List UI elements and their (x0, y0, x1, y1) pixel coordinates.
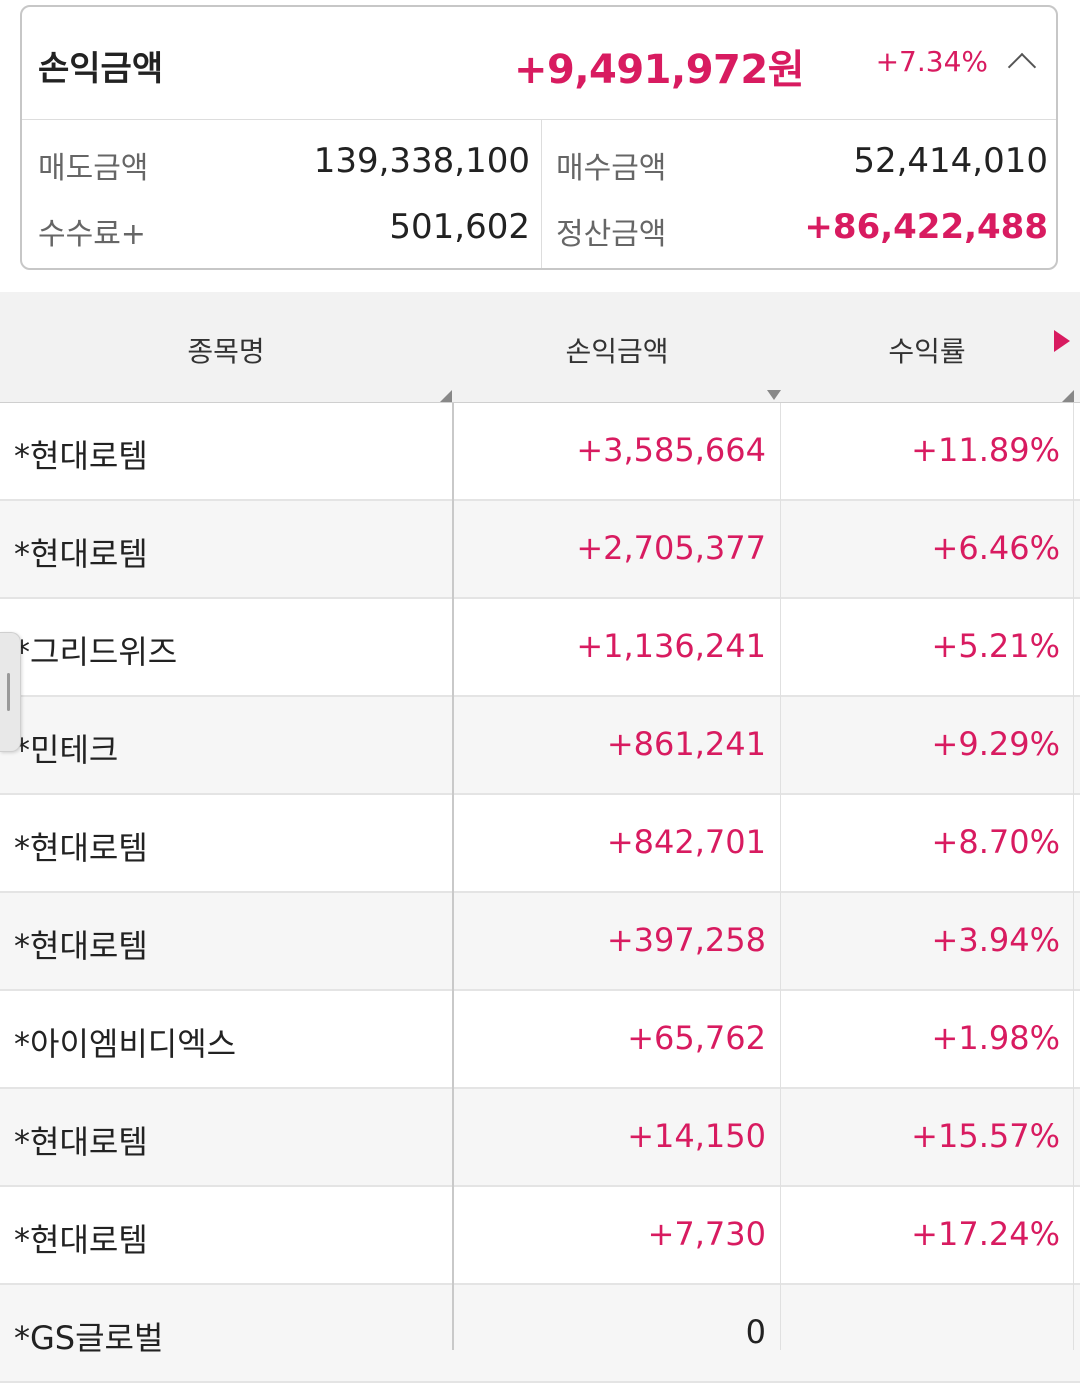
stock-name: *현대로템 (14, 927, 148, 965)
side-drawer-handle[interactable] (0, 632, 21, 752)
triangle-right-icon[interactable] (1054, 330, 1070, 352)
summary-divider (541, 119, 542, 268)
buy-amount-label: 매수금액 (556, 151, 667, 186)
profit-amount-cell: +3,585,664 (576, 431, 766, 469)
stock-name: *그리드위즈 (14, 633, 178, 671)
table-row[interactable]: *현대로템 +2,705,377 +6.46% (0, 501, 1080, 599)
fee-label: 수수료+ (38, 217, 146, 252)
column-divider (780, 403, 781, 1350)
profit-label: 손익금액 (38, 49, 164, 89)
header-profit-amount[interactable]: 손익금액 (565, 335, 669, 368)
profit-summary-card: 손익금액 +9,491,972원 +7.34% 매도금액 139,338,100… (20, 5, 1058, 270)
stock-name: *현대로템 (14, 1221, 148, 1259)
stock-name: *민테크 (14, 731, 119, 769)
return-rate-cell: +3.94% (931, 921, 1060, 959)
sell-amount-value: 139,338,100 (313, 141, 530, 181)
table-row[interactable]: *그리드위즈 +1,136,241 +5.21% (0, 599, 1080, 697)
sell-amount-label: 매도금액 (38, 151, 149, 186)
sort-down-icon[interactable] (767, 390, 781, 400)
return-rate-cell: +15.57% (911, 1117, 1060, 1155)
table-row[interactable]: *민테크 +861,241 +9.29% (0, 697, 1080, 795)
fee-value: 501,602 (389, 207, 530, 247)
table-row[interactable]: *현대로템 +14,150 +15.57% (0, 1089, 1080, 1187)
return-rate-cell: +1.98% (931, 1019, 1060, 1057)
return-rate-cell: +8.70% (931, 823, 1060, 861)
summary-details: 매도금액 139,338,100 매수금액 52,414,010 수수료+ 50… (22, 119, 1056, 268)
stock-name: *GS글로벌 (14, 1319, 164, 1357)
stock-list: *현대로템 +3,585,664 +11.89% *현대로템 +2,705,37… (0, 403, 1080, 1383)
profit-amount-cell: +861,241 (606, 725, 766, 763)
profit-amount: +9,491,972원 (513, 47, 805, 93)
profit-amount-cell: +1,136,241 (576, 627, 766, 665)
return-rate-cell: +11.89% (911, 431, 1060, 469)
table-row[interactable]: *현대로템 +397,258 +3.94% (0, 893, 1080, 991)
profit-amount-cell: +14,150 (627, 1117, 766, 1155)
return-rate-cell: +6.46% (931, 529, 1060, 567)
profit-amount-cell: +2,705,377 (576, 529, 766, 567)
column-divider[interactable] (452, 403, 454, 1350)
profit-amount-cell: 0 (745, 1313, 766, 1351)
column-divider (1073, 403, 1074, 1350)
header-stock-name[interactable]: 종목명 (187, 335, 265, 368)
table-row[interactable]: *아이엠비디엑스 +65,762 +1.98% (0, 991, 1080, 1089)
profit-amount-cell: +842,701 (606, 823, 766, 861)
table-row[interactable]: *GS글로벌 0 (0, 1285, 1080, 1383)
stock-name: *현대로템 (14, 535, 148, 573)
profit-rate: +7.34% (875, 45, 988, 78)
chevron-up-icon[interactable] (1007, 52, 1037, 82)
drag-handle-icon (7, 673, 10, 711)
table-row[interactable]: *현대로템 +3,585,664 +11.89% (0, 403, 1080, 501)
profit-amount-cell: +7,730 (647, 1215, 766, 1253)
return-rate-cell: +5.21% (931, 627, 1060, 665)
settlement-value: +86,422,488 (804, 207, 1048, 247)
return-rate-cell: +9.29% (931, 725, 1060, 763)
settlement-label: 정산금액 (556, 217, 667, 252)
table-header: 종목명 손익금액 수익률 (0, 292, 1080, 403)
profit-amount-cell: +397,258 (606, 921, 766, 959)
sort-corner-icon (440, 390, 452, 402)
stock-name: *현대로템 (14, 437, 148, 475)
return-rate-cell: +17.24% (911, 1215, 1060, 1253)
stock-name: *아이엠비디엑스 (14, 1025, 237, 1063)
sort-corner-icon (1062, 390, 1074, 402)
header-return-rate[interactable]: 수익률 (888, 335, 966, 368)
table-row[interactable]: *현대로템 +842,701 +8.70% (0, 795, 1080, 893)
stock-name: *현대로템 (14, 1123, 148, 1161)
buy-amount-value: 52,414,010 (853, 141, 1048, 181)
table-row[interactable]: *현대로템 +7,730 +17.24% (0, 1187, 1080, 1285)
summary-header[interactable]: 손익금액 +9,491,972원 +7.34% (22, 7, 1056, 120)
stock-name: *현대로템 (14, 829, 148, 867)
profit-amount-cell: +65,762 (627, 1019, 766, 1057)
